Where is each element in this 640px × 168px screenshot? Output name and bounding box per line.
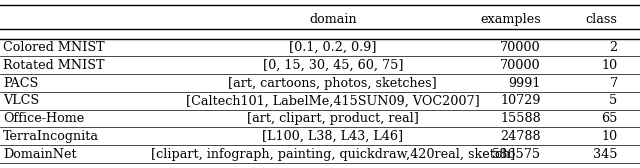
Text: 70000: 70000 [500, 59, 541, 72]
Text: 70000: 70000 [500, 41, 541, 54]
Text: VLCS: VLCS [3, 94, 39, 107]
Text: [art, cartoons, photos, sketches]: [art, cartoons, photos, sketches] [228, 77, 437, 90]
Text: 345: 345 [593, 148, 618, 161]
Text: [L100, L38, L43, L46]: [L100, L38, L43, L46] [262, 130, 403, 143]
Text: class: class [586, 13, 618, 26]
Text: [0.1, 0.2, 0.9]: [0.1, 0.2, 0.9] [289, 41, 376, 54]
Text: Colored MNIST: Colored MNIST [3, 41, 105, 54]
Text: [Caltech101, LabelMe,415SUN09, VOC2007]: [Caltech101, LabelMe,415SUN09, VOC2007] [186, 94, 479, 107]
Text: 24788: 24788 [500, 130, 541, 143]
Text: TerraIncognita: TerraIncognita [3, 130, 99, 143]
Text: [0, 15, 30, 45, 60, 75]: [0, 15, 30, 45, 60, 75] [262, 59, 403, 72]
Text: Office-Home: Office-Home [3, 112, 84, 125]
Text: 9991: 9991 [508, 77, 541, 90]
Text: 5: 5 [609, 94, 618, 107]
Text: [art, clipart, product, real]: [art, clipart, product, real] [247, 112, 419, 125]
Text: domain: domain [309, 13, 356, 26]
Text: 10: 10 [602, 130, 618, 143]
Text: [clipart, infograph, painting, quickdraw,420real, sketch]: [clipart, infograph, painting, quickdraw… [150, 148, 515, 161]
Text: 2: 2 [609, 41, 618, 54]
Text: 15588: 15588 [500, 112, 541, 125]
Text: DomainNet: DomainNet [3, 148, 77, 161]
Text: 7: 7 [609, 77, 618, 90]
Text: Rotated MNIST: Rotated MNIST [3, 59, 105, 72]
Text: PACS: PACS [3, 77, 38, 90]
Text: examples: examples [480, 13, 541, 26]
Text: 10: 10 [602, 59, 618, 72]
Text: 10729: 10729 [500, 94, 541, 107]
Text: 586575: 586575 [492, 148, 541, 161]
Text: 65: 65 [601, 112, 618, 125]
